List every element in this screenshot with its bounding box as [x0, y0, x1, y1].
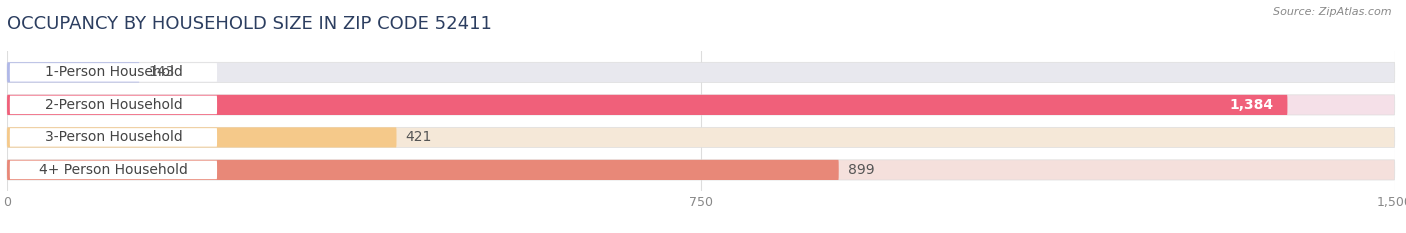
- Text: Source: ZipAtlas.com: Source: ZipAtlas.com: [1274, 7, 1392, 17]
- Text: 1-Person Household: 1-Person Household: [45, 65, 183, 79]
- FancyBboxPatch shape: [10, 63, 217, 82]
- FancyBboxPatch shape: [7, 127, 396, 147]
- Text: 899: 899: [848, 163, 875, 177]
- FancyBboxPatch shape: [7, 95, 1288, 115]
- FancyBboxPatch shape: [7, 160, 1395, 180]
- FancyBboxPatch shape: [7, 127, 1395, 147]
- Text: 4+ Person Household: 4+ Person Household: [39, 163, 188, 177]
- FancyBboxPatch shape: [7, 95, 1395, 115]
- Text: 3-Person Household: 3-Person Household: [45, 130, 183, 144]
- FancyBboxPatch shape: [7, 62, 139, 82]
- FancyBboxPatch shape: [10, 96, 217, 114]
- Text: 2-Person Household: 2-Person Household: [45, 98, 183, 112]
- FancyBboxPatch shape: [7, 62, 1395, 82]
- Text: 1,384: 1,384: [1229, 98, 1274, 112]
- Text: 143: 143: [149, 65, 174, 79]
- Text: OCCUPANCY BY HOUSEHOLD SIZE IN ZIP CODE 52411: OCCUPANCY BY HOUSEHOLD SIZE IN ZIP CODE …: [7, 15, 492, 33]
- FancyBboxPatch shape: [7, 160, 839, 180]
- Text: 421: 421: [406, 130, 432, 144]
- FancyBboxPatch shape: [10, 161, 217, 179]
- FancyBboxPatch shape: [10, 128, 217, 147]
